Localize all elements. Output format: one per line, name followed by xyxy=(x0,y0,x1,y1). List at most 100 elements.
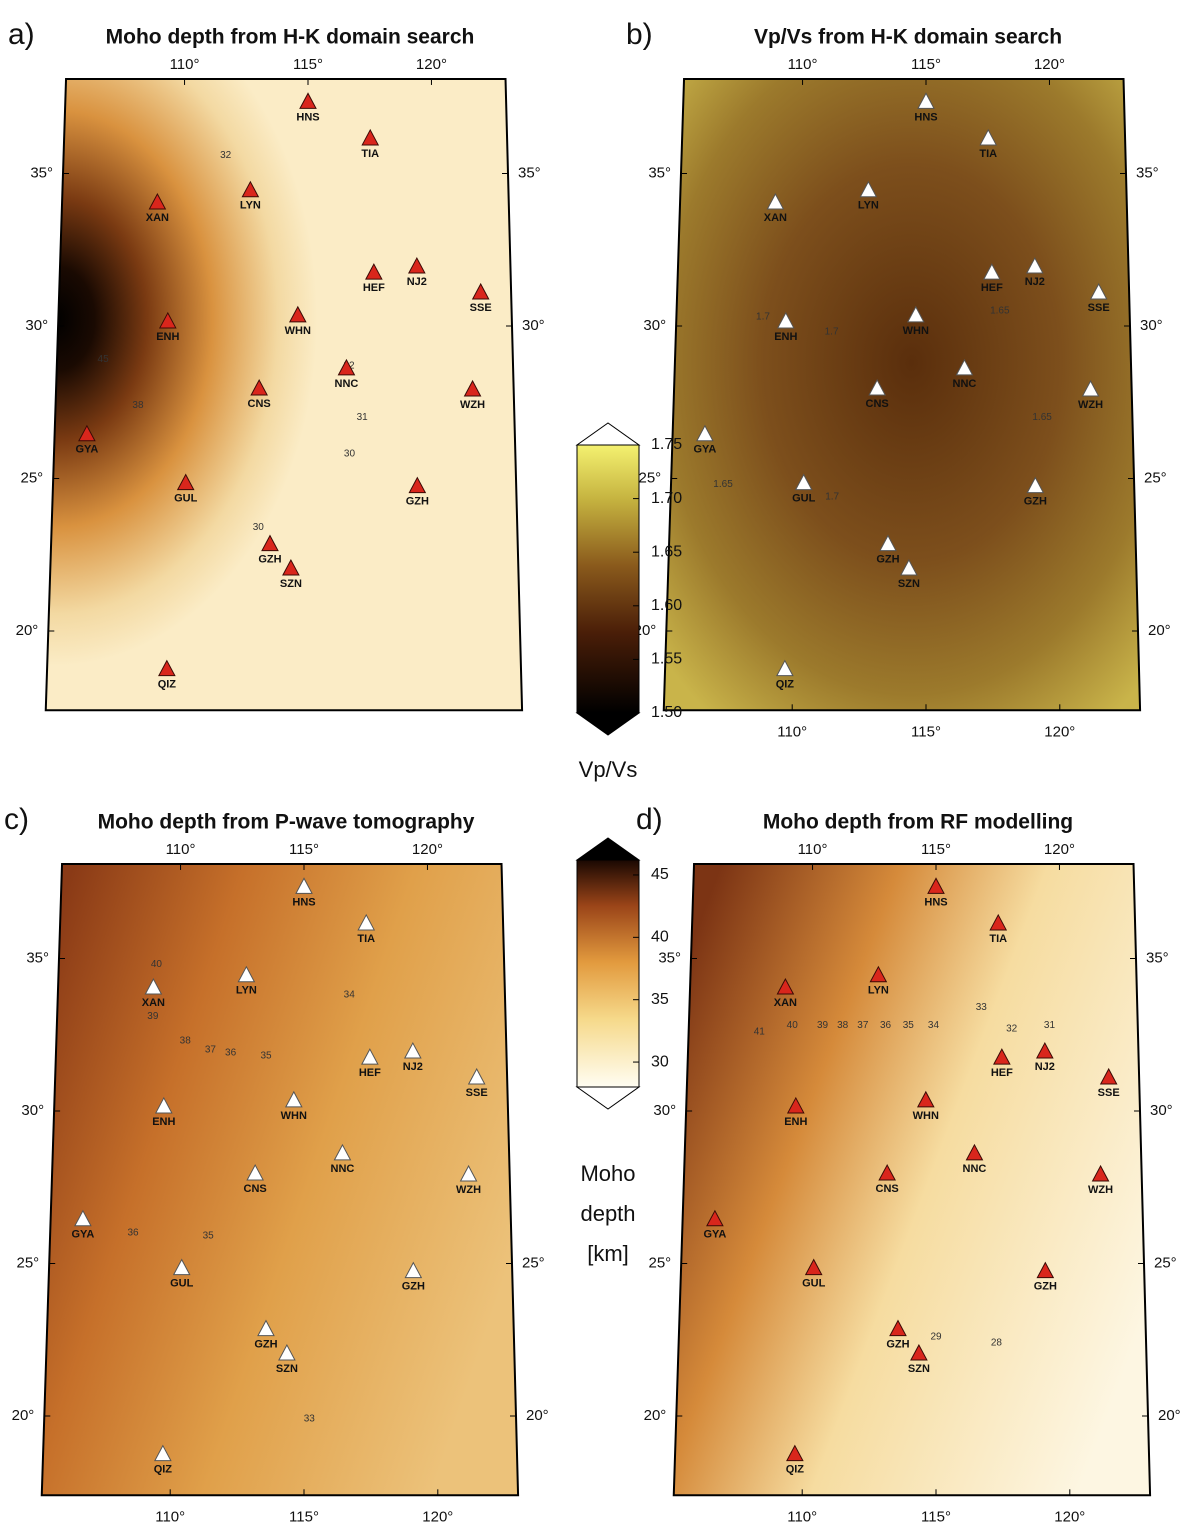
colorbar-tick-label: 1.50 xyxy=(651,704,682,721)
station-marker xyxy=(361,1048,379,1065)
lon-tick-label: 115° xyxy=(911,723,941,740)
station-label: HNS xyxy=(292,896,315,908)
contour-label: 40 xyxy=(151,959,163,970)
map-fill xyxy=(45,78,523,711)
station-label: ENH xyxy=(152,1116,175,1128)
station-marker xyxy=(804,1258,823,1276)
lat-tick-label: 30° xyxy=(643,317,666,334)
contour-label: 29 xyxy=(930,1331,942,1342)
station-label: SSE xyxy=(1088,302,1110,314)
contour-label: 39 xyxy=(817,1020,829,1031)
station-marker xyxy=(403,1041,422,1059)
colorbar-end xyxy=(575,837,641,861)
station-label: CNS xyxy=(248,398,271,410)
station-label: GZH xyxy=(258,554,281,566)
colorbar-tick-label: 1.65 xyxy=(651,543,682,560)
station-marker xyxy=(696,424,714,442)
station-marker xyxy=(869,965,888,983)
station-label: SZN xyxy=(276,1363,298,1375)
station-label: WZH xyxy=(460,399,485,411)
station-marker xyxy=(786,1444,804,1462)
map-fill xyxy=(663,78,1141,711)
station-marker xyxy=(404,1261,423,1279)
station-marker xyxy=(148,192,167,210)
station-marker xyxy=(776,977,795,995)
panel-letter: a) xyxy=(8,18,35,51)
colorbar-tick-label: 30 xyxy=(651,1053,669,1070)
panel-letter: b) xyxy=(626,18,653,51)
station-marker xyxy=(706,1209,724,1227)
contour-label: 30 xyxy=(253,522,265,533)
lon-tick-label: 115° xyxy=(911,56,941,73)
map-fill xyxy=(41,863,519,1496)
contour-label: 33 xyxy=(304,1414,316,1425)
contour-label: 37 xyxy=(857,1020,869,1031)
lat-tick-label: 20° xyxy=(526,1407,549,1424)
contour-label: 38 xyxy=(180,1035,192,1046)
station-marker xyxy=(1099,1067,1118,1085)
map-panel: a) Moho depth from H-K domain search 32 31 3… xyxy=(8,18,545,712)
contour-label: 35 xyxy=(903,1020,915,1031)
station-marker xyxy=(906,305,925,323)
lon-tick-label: 115° xyxy=(293,56,323,73)
station-label: SZN xyxy=(908,1363,930,1375)
station-label: QIZ xyxy=(776,679,795,691)
station-marker xyxy=(467,1067,486,1085)
colorbar-label: Moho xyxy=(580,1161,635,1186)
station-label: HNS xyxy=(296,111,319,123)
station-marker xyxy=(794,473,813,491)
station-marker xyxy=(261,534,279,552)
contour-label: 1.65 xyxy=(990,305,1010,316)
station-marker xyxy=(979,128,998,146)
station-marker xyxy=(407,256,426,274)
lon-tick-label: 110° xyxy=(798,841,828,858)
contour-label: 41 xyxy=(754,1026,766,1037)
station-label: HNS xyxy=(914,111,937,123)
station-label: NNC xyxy=(963,1163,987,1175)
station-label: CNS xyxy=(866,398,889,410)
lat-tick-label: 20° xyxy=(644,1407,667,1424)
station-marker xyxy=(299,92,317,109)
contour-label: 32 xyxy=(1006,1023,1018,1034)
map-frame xyxy=(40,862,520,1497)
station-label: GUL xyxy=(170,1278,194,1290)
station-label: WHN xyxy=(903,325,929,337)
colorbar-end xyxy=(575,712,641,736)
lon-tick-label: 115° xyxy=(921,1508,951,1525)
station-label: GUL xyxy=(792,493,816,505)
lat-tick-label: 35° xyxy=(30,164,53,181)
station-marker xyxy=(1035,1041,1054,1059)
station-marker xyxy=(1081,379,1100,397)
contour-label: 39 xyxy=(147,1011,159,1022)
contour-label: 37 xyxy=(205,1045,217,1056)
station-marker xyxy=(295,877,313,894)
station-label: TIA xyxy=(357,933,375,945)
station-marker xyxy=(776,659,794,677)
colorbar-tick-label: 35 xyxy=(651,991,669,1008)
station-label: TIA xyxy=(361,148,379,160)
station-label: GZH xyxy=(1034,1281,1057,1293)
station-label: GZH xyxy=(886,1339,909,1351)
lat-tick-label: 25° xyxy=(522,1254,545,1271)
lat-tick-label: 35° xyxy=(658,949,681,966)
lat-tick-label: 25° xyxy=(1154,1254,1177,1271)
contour-label: 1.7 xyxy=(756,311,770,322)
lat-tick-label: 30° xyxy=(1150,1102,1173,1119)
colorbar-gradient xyxy=(576,444,640,714)
colorbar-label: [km] xyxy=(587,1241,629,1266)
station-marker xyxy=(1025,256,1044,274)
station-marker xyxy=(158,659,176,677)
station-label: GZH xyxy=(254,1339,277,1351)
station-marker xyxy=(337,358,356,376)
station-label: SSE xyxy=(1098,1087,1120,1099)
station-label: XAN xyxy=(146,212,169,224)
station-marker xyxy=(250,378,268,396)
contour-label: 34 xyxy=(928,1020,940,1031)
station-marker xyxy=(246,1163,264,1181)
contour-label: 36 xyxy=(225,1048,237,1059)
station-marker xyxy=(459,1164,478,1182)
lat-tick-label: 20° xyxy=(12,1407,35,1424)
station-label: ENH xyxy=(156,331,179,343)
lat-tick-label: 30° xyxy=(21,1102,44,1119)
station-label: TIA xyxy=(979,148,997,160)
